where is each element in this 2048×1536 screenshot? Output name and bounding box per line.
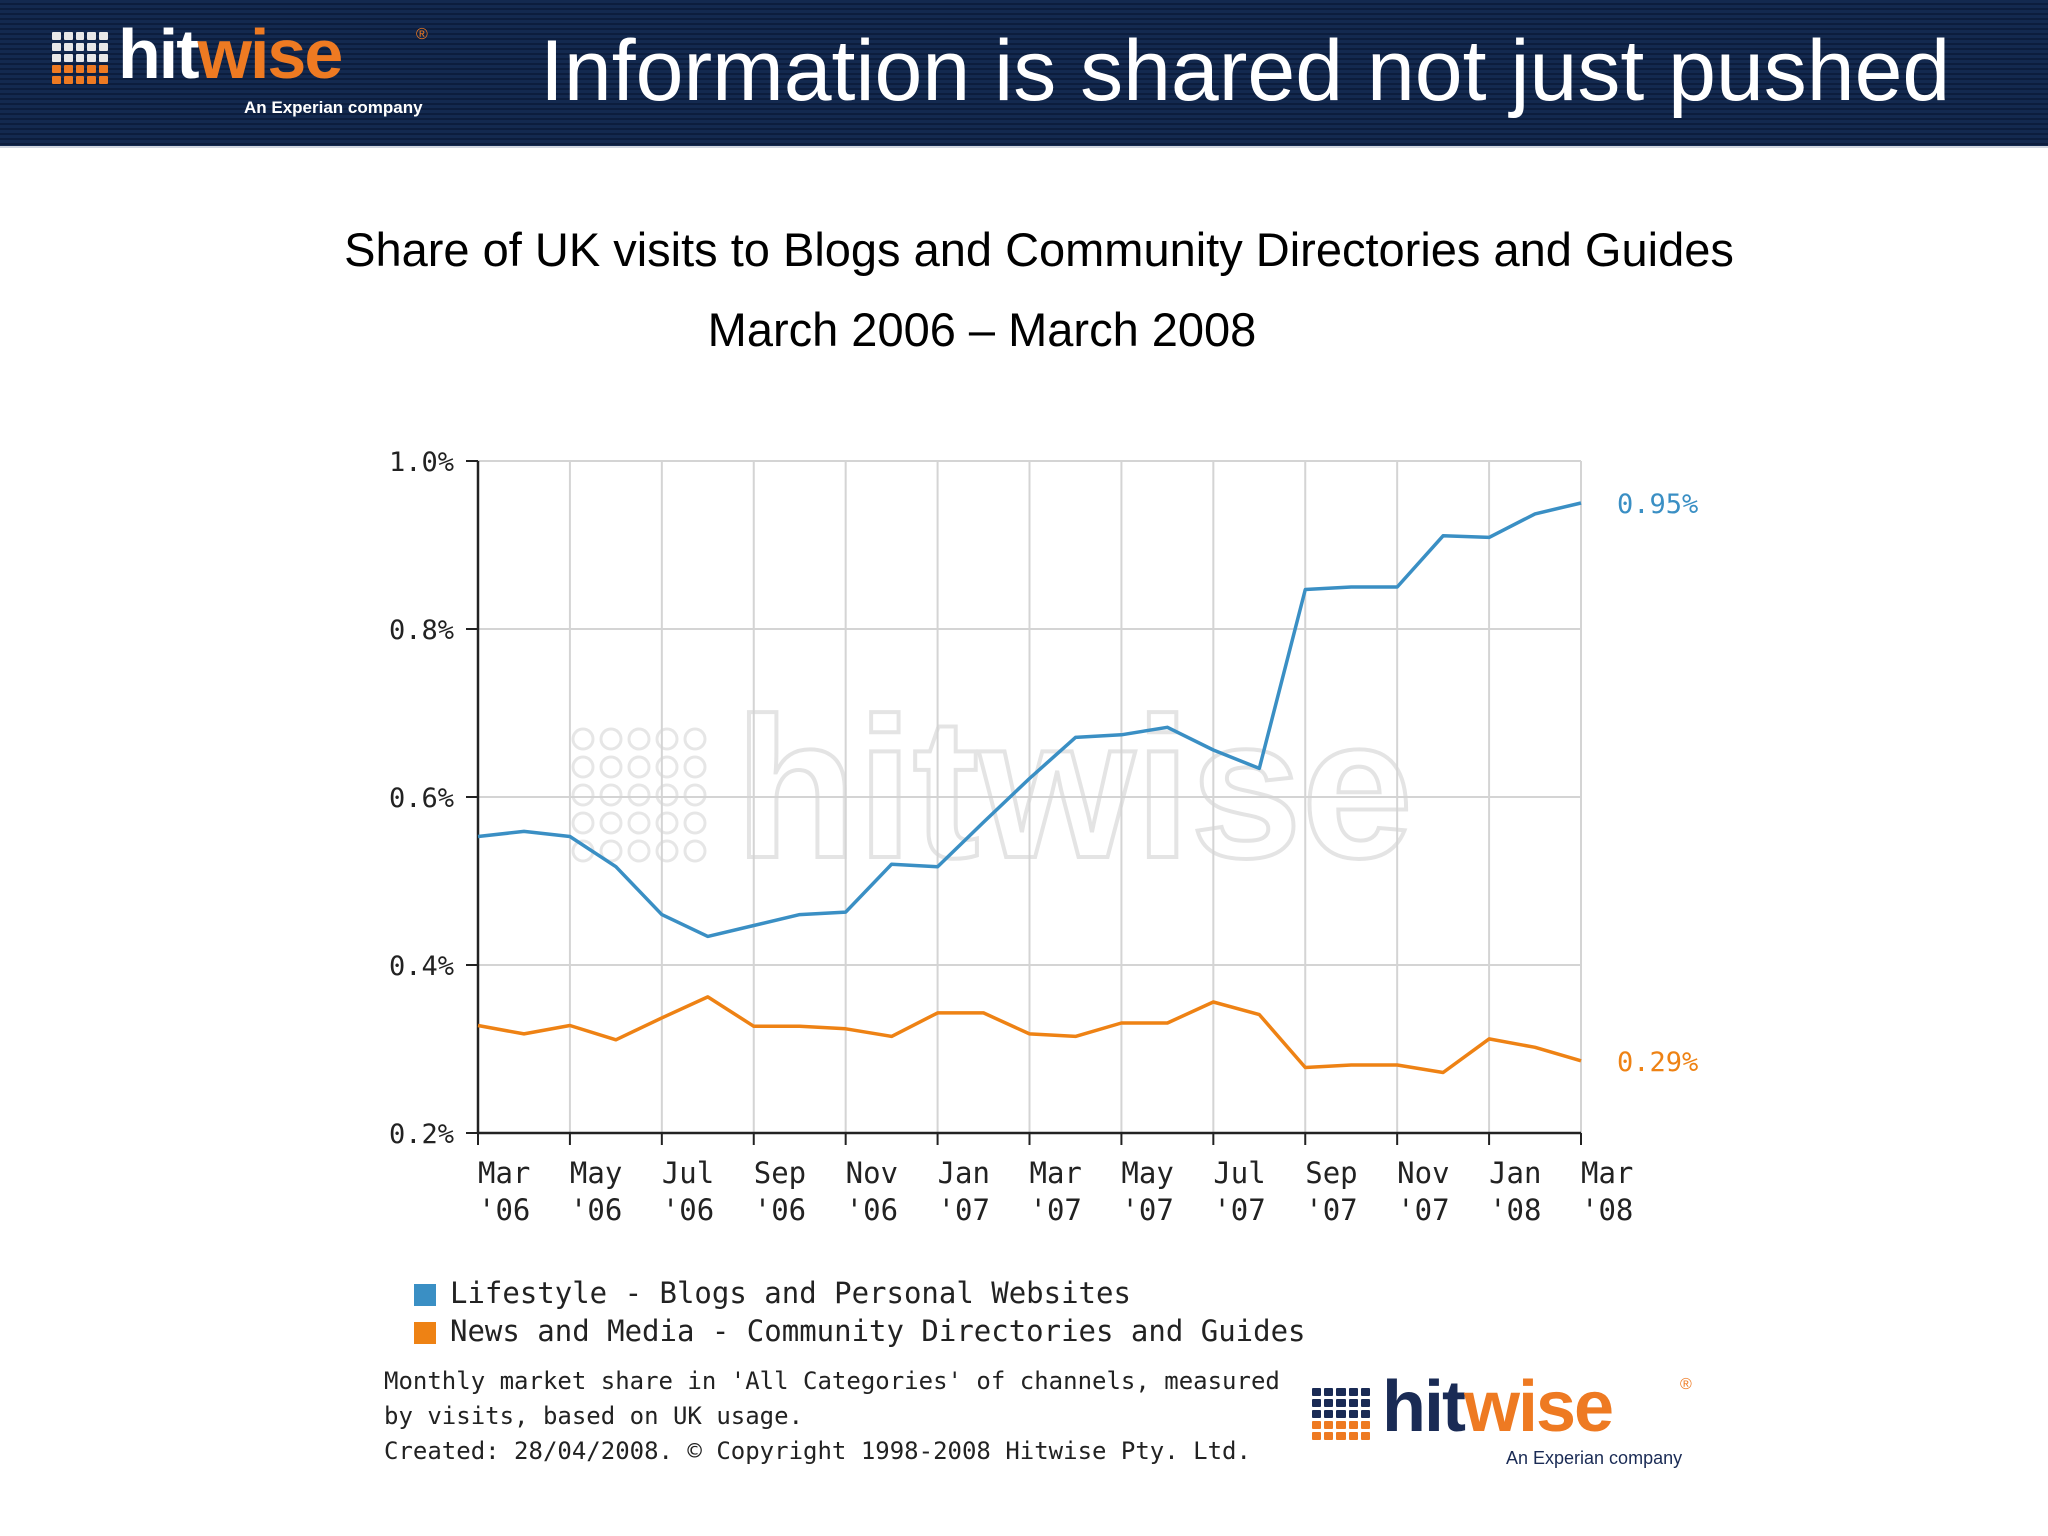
footnote-line: by visits, based on UK usage. [384,1402,804,1430]
dot-grid-icon [1312,1388,1370,1440]
y-tick-label: 0.2% [389,1119,454,1150]
legend-swatch-blue [414,1284,436,1306]
watermark-dot [655,783,679,807]
watermark-dot [599,783,623,807]
legend-swatch-orange [414,1322,436,1344]
watermark-dot [599,755,623,779]
chart-grid [478,460,1582,1133]
watermark-dot [683,811,707,835]
brand-wordmark: hitwise [1382,1367,1614,1447]
brand-wordmark: hitwise [118,15,343,93]
watermark-dot [683,727,707,751]
watermark-dot [627,839,651,863]
dot-grid-icon [52,32,108,84]
legend-label: News and Media - Community Directories a… [450,1314,1306,1348]
y-tick-label: 0.4% [389,951,454,982]
x-tick-label: '07 [1213,1193,1265,1227]
y-tick-label: 0.6% [389,783,454,814]
x-tick-label: Nov [1397,1156,1449,1190]
x-tick-label: '06 [846,1193,898,1227]
x-tick-label: '06 [570,1193,622,1227]
series-end-label: 0.29% [1617,1047,1698,1078]
x-tick-label: '07 [1121,1193,1173,1227]
x-tick-label: May [1121,1156,1173,1190]
chart-date-range: March 2006 – March 2008 [707,303,1257,356]
y-tick-label: 0.8% [389,615,454,646]
x-tick-label: '07 [938,1193,990,1227]
watermark-dot [571,811,595,835]
chart-subtitle: Share of UK visits to Blogs and Communit… [344,223,1734,276]
x-tick-label: May [570,1156,622,1190]
hitwise-logo: hitwise ® An Experian company [52,15,442,120]
x-tick-label: '07 [1305,1193,1357,1227]
watermark-dot [655,839,679,863]
watermark-text: hitwise [735,677,1413,900]
slide-header: hitwise ® An Experian company Informatio… [0,0,2048,148]
hitwise-footer-logo: hitwise ® An Experian company [1312,1367,1712,1470]
watermark-dot [627,727,651,751]
x-tick-label: '07 [1030,1193,1082,1227]
watermark-dot [571,755,595,779]
x-tick-label: Jul [1213,1156,1265,1190]
watermark: hitwise [571,675,1415,902]
x-tick-label: '07 [1397,1193,1449,1227]
x-tick-label: Mar [1581,1156,1633,1190]
x-tick-label: '06 [754,1193,806,1227]
watermark-dot [655,755,679,779]
watermark-dot [599,839,623,863]
series-line-blogs [477,501,1582,939]
x-tick-label: '06 [662,1193,714,1227]
watermark-dot [683,839,707,863]
x-tick-label: Mar [478,1156,530,1190]
x-tick-label: Nov [846,1156,898,1190]
x-tick-label: '08 [1581,1193,1633,1227]
chart-series [477,501,1582,1075]
x-tick-label: Jan [1489,1156,1541,1190]
registered-mark: ® [1680,1376,1692,1393]
legend-label: Lifestyle - Blogs and Personal Websites [450,1276,1131,1310]
series-end-label: 0.95% [1617,489,1698,520]
watermark-dot [571,783,595,807]
brand-tagline: An Experian company [244,98,423,117]
watermark-dot [599,727,623,751]
chart-axes [466,460,1582,1145]
x-tick-label: '08 [1489,1193,1541,1227]
watermark-dot [627,783,651,807]
watermark-dot [599,811,623,835]
watermark-dot [683,783,707,807]
watermark-dot [571,727,595,751]
x-tick-label: Jan [938,1156,990,1190]
chart-footnote: Monthly market share in 'All Categories'… [384,1364,1284,1469]
y-tick-label: 1.0% [389,447,454,478]
slide-title: Information is shared not just pushed [540,23,1951,119]
x-tick-label: '06 [478,1193,530,1227]
x-tick-label: Jul [662,1156,714,1190]
x-tick-label: Sep [754,1156,806,1190]
chart-labels: 1.0%0.8%0.6%0.4%0.2%Mar'06May'06Jul'06Se… [389,447,1698,1227]
watermark-dot [683,755,707,779]
watermark-dot [627,811,651,835]
x-tick-label: Mar [1030,1156,1082,1190]
x-tick-label: Sep [1305,1156,1357,1190]
brand-tagline: An Experian company [1506,1448,1683,1468]
footnote-line: Created: 28/04/2008. © Copyright 1998-20… [384,1437,1251,1465]
footnote-line: Monthly market share in 'All Categories'… [384,1367,1280,1395]
series-line-community [477,995,1582,1075]
watermark-dot [627,755,651,779]
watermark-dot [655,811,679,835]
registered-mark: ® [416,26,428,43]
watermark-dot [655,727,679,751]
